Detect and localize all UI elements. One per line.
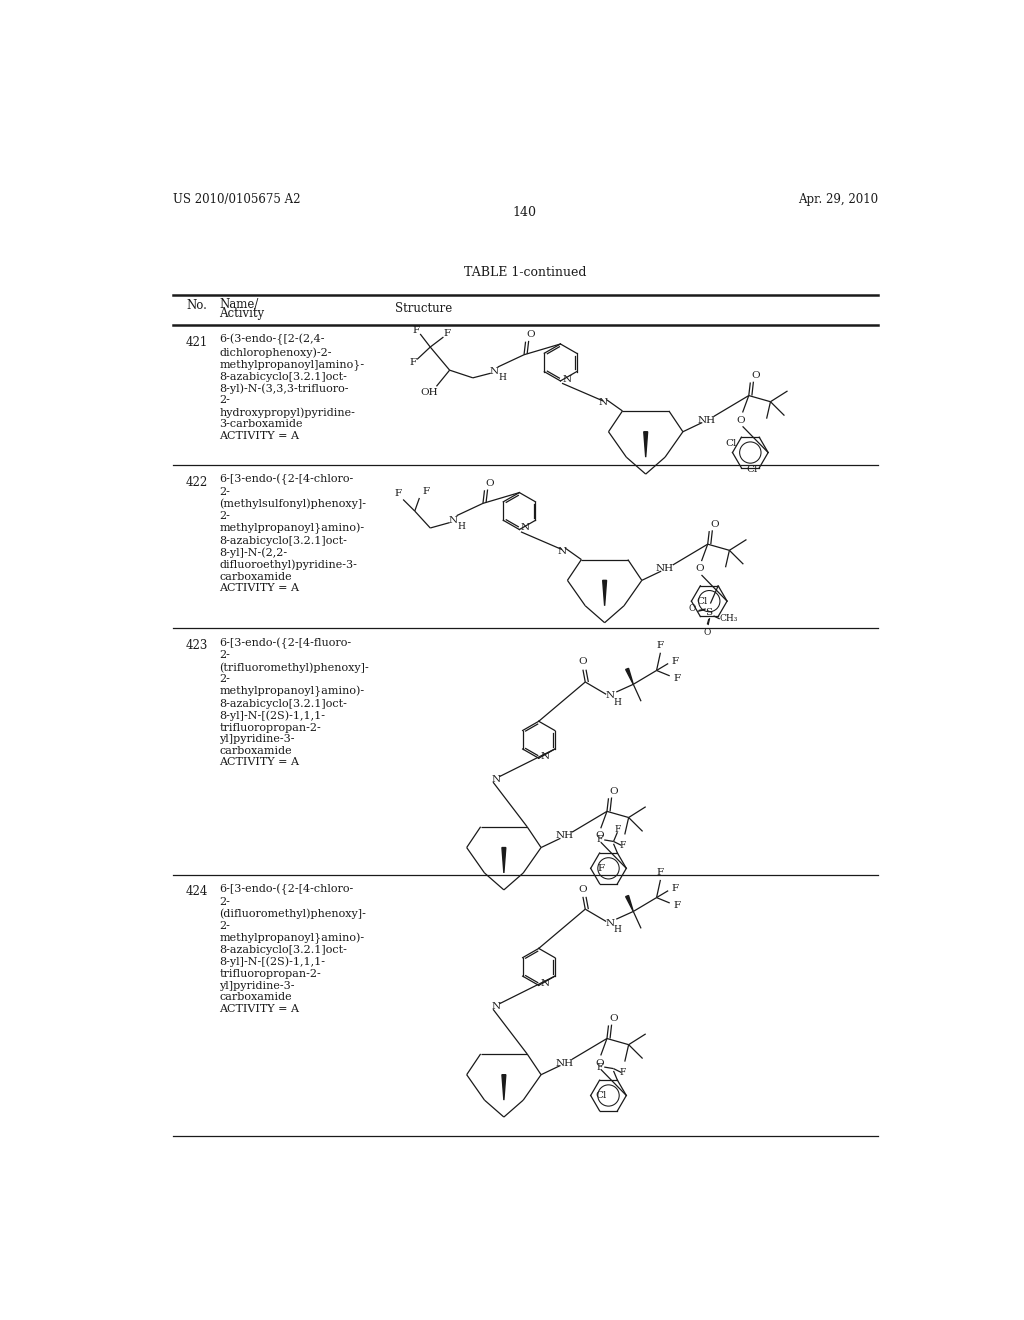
Text: Cl: Cl <box>746 465 758 474</box>
Text: H: H <box>613 925 622 933</box>
Text: O: O <box>609 787 618 796</box>
Text: F: F <box>410 358 417 367</box>
Text: O: O <box>595 832 603 841</box>
Text: N: N <box>605 919 614 928</box>
Text: 6-(3-endo-{[2-(2,4-
dichlorophenoxy)-2-
methylpropanoyl]amino}-
8-azabicyclo[3.2: 6-(3-endo-{[2-(2,4- dichlorophenoxy)-2- … <box>219 334 365 441</box>
Text: F: F <box>620 841 626 850</box>
Text: NH: NH <box>555 832 573 841</box>
Text: O: O <box>703 628 711 638</box>
Text: N: N <box>605 692 614 701</box>
Text: CH₃: CH₃ <box>720 614 738 623</box>
Text: N: N <box>492 775 501 784</box>
Text: 6-[3-endo-({2-[4-fluoro-
2-
(trifluoromethyl)phenoxy]-
2-
methylpropanoyl}amino): 6-[3-endo-({2-[4-fluoro- 2- (trifluorome… <box>219 638 370 767</box>
Text: Apr. 29, 2010: Apr. 29, 2010 <box>798 193 879 206</box>
Text: F: F <box>395 488 402 498</box>
Text: Cl: Cl <box>596 1092 607 1100</box>
Text: O: O <box>485 479 495 488</box>
Text: O: O <box>695 565 705 573</box>
Text: S: S <box>706 609 713 618</box>
Polygon shape <box>502 1074 506 1100</box>
Text: O: O <box>609 1014 618 1023</box>
Text: NH: NH <box>656 565 674 573</box>
Text: O: O <box>752 371 760 380</box>
Text: O: O <box>711 520 719 528</box>
Text: OH: OH <box>420 388 437 397</box>
Text: F: F <box>596 1063 603 1072</box>
Text: F: F <box>422 487 429 496</box>
Text: N: N <box>541 979 550 989</box>
Text: F: F <box>672 657 679 665</box>
Text: F: F <box>614 825 621 834</box>
Text: F: F <box>596 836 603 845</box>
Text: US 2010/0105675 A2: US 2010/0105675 A2 <box>173 193 300 206</box>
Text: N: N <box>449 516 458 525</box>
Text: O: O <box>579 884 587 894</box>
Text: F: F <box>656 867 664 876</box>
Text: N: N <box>557 546 566 556</box>
Polygon shape <box>644 432 647 457</box>
Text: H: H <box>613 697 622 706</box>
Text: No.: No. <box>186 298 207 312</box>
Text: NH: NH <box>697 416 715 425</box>
Text: F: F <box>443 329 451 338</box>
Text: N: N <box>541 752 550 762</box>
Text: Name/: Name/ <box>219 298 259 310</box>
Text: N: N <box>521 524 530 532</box>
Text: O: O <box>736 416 745 425</box>
Text: Structure: Structure <box>395 302 453 315</box>
Text: O: O <box>595 1059 603 1068</box>
Text: F: F <box>656 640 664 649</box>
Polygon shape <box>626 668 633 684</box>
Text: TABLE 1-continued: TABLE 1-continued <box>464 267 586 280</box>
Text: 421: 421 <box>186 335 208 348</box>
Polygon shape <box>603 581 606 606</box>
Text: 140: 140 <box>513 206 537 219</box>
Text: H: H <box>458 521 465 531</box>
Text: NH: NH <box>555 1059 573 1068</box>
Text: F: F <box>620 1068 626 1077</box>
Text: N: N <box>598 399 607 407</box>
Text: N: N <box>490 367 499 376</box>
Text: F: F <box>673 673 680 682</box>
Text: Cl: Cl <box>725 438 736 447</box>
Text: O: O <box>579 657 587 667</box>
Polygon shape <box>626 895 633 911</box>
Text: O: O <box>526 330 536 339</box>
Text: O: O <box>688 605 695 614</box>
Text: 423: 423 <box>186 639 209 652</box>
Polygon shape <box>502 847 506 873</box>
Text: Activity: Activity <box>219 308 264 319</box>
Text: N: N <box>492 1002 501 1011</box>
Text: F: F <box>598 863 605 873</box>
Text: H: H <box>499 374 506 383</box>
Text: F: F <box>413 326 420 334</box>
Text: N: N <box>562 375 571 384</box>
Text: 424: 424 <box>186 886 209 899</box>
Text: F: F <box>672 884 679 892</box>
Text: 422: 422 <box>186 475 208 488</box>
Text: 6-[3-endo-({2-[4-chloro-
2-
(methylsulfonyl)phenoxy]-
2-
methylpropanoyl}amino)-: 6-[3-endo-({2-[4-chloro- 2- (methylsulfo… <box>219 474 367 593</box>
Text: F: F <box>673 900 680 909</box>
Text: Cl: Cl <box>696 597 708 606</box>
Text: 6-[3-endo-({2-[4-chloro-
2-
(difluoromethyl)phenoxy]-
2-
methylpropanoyl}amino)-: 6-[3-endo-({2-[4-chloro- 2- (difluoromet… <box>219 884 367 1014</box>
